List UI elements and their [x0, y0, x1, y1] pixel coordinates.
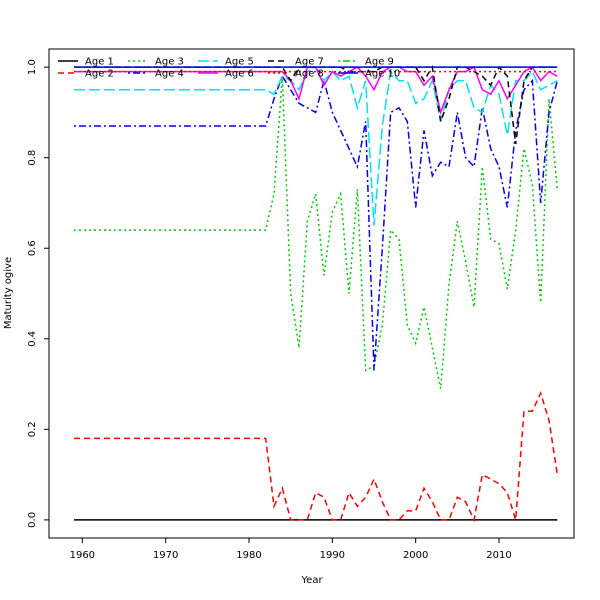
legend-label: Age 8: [295, 69, 324, 80]
legend-label: Age 5: [225, 57, 254, 68]
x-axis: 1960 1970 1980 1990 2000 2010: [70, 538, 512, 561]
x-axis-title: Year: [300, 575, 323, 586]
series-layer: [74, 64, 559, 523]
legend-label: Age 4: [155, 69, 184, 80]
y-tick-label: 0.2: [27, 421, 38, 437]
legend-label: Age 1: [85, 57, 114, 68]
plot-frame: [48, 48, 575, 539]
series-line-age-5: [74, 66, 558, 226]
y-tick-label: 0.8: [27, 150, 38, 166]
y-tick-label: 0.6: [27, 240, 38, 256]
series-line-age-3: [74, 76, 559, 389]
x-tick-label: 2010: [486, 550, 511, 561]
legend-label: Age 10: [365, 69, 400, 80]
y-axis: 0.0 0.2 0.4 0.6 0.8 1.0: [27, 59, 49, 528]
series-line-age-2: [74, 391, 559, 523]
legend-label: Age 3: [155, 57, 184, 68]
y-axis-title: Maturity ogive: [3, 257, 14, 329]
x-tick-label: 2000: [403, 550, 428, 561]
x-tick-label: 1990: [320, 550, 345, 561]
y-tick-label: 0.4: [27, 331, 38, 347]
x-tick-label: 1960: [70, 550, 95, 561]
y-tick-label: 1.0: [27, 59, 38, 75]
legend-label: Age 7: [295, 57, 324, 68]
legend-label: Age 2: [85, 69, 114, 80]
series-line-age-4: [74, 74, 559, 371]
y-tick-label: 0.0: [27, 512, 38, 528]
x-tick-label: 1970: [153, 550, 178, 561]
x-tick-label: 1980: [236, 550, 261, 561]
legend-label: Age 6: [225, 69, 254, 80]
legend-label: Age 9: [365, 57, 394, 68]
